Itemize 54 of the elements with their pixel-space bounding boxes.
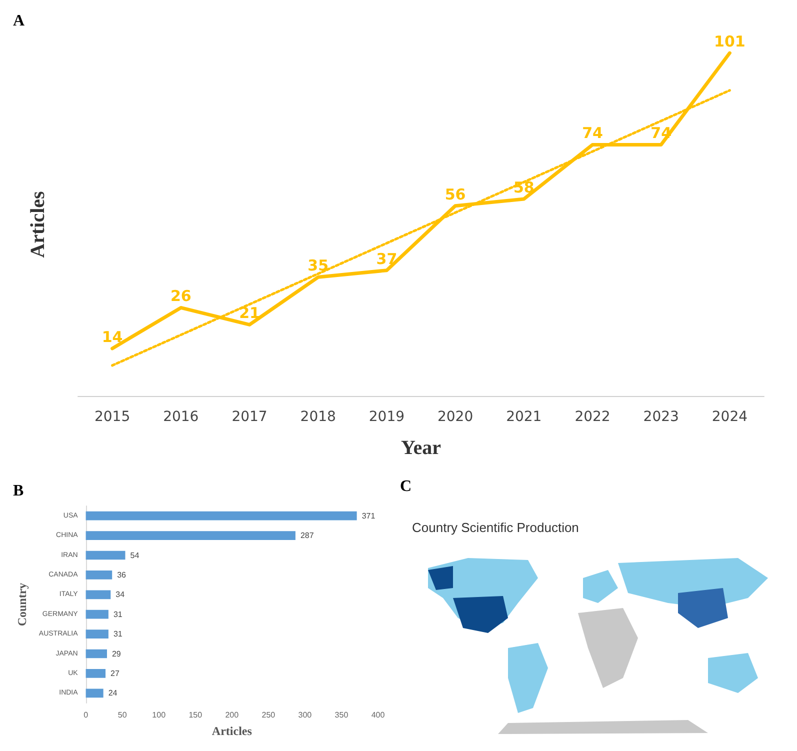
y-axis-title: Country <box>15 582 29 626</box>
bar <box>86 649 107 658</box>
bar <box>86 630 108 638</box>
data-label: 24 <box>108 688 118 698</box>
x-tick-label: 350 <box>334 710 349 720</box>
bar <box>86 511 357 520</box>
chart-title: A <box>13 12 25 30</box>
bar <box>86 550 126 560</box>
y-axis-title: Articles <box>27 190 49 258</box>
x-tick-label: 0 <box>84 710 89 720</box>
x-tick-label: 2024 <box>712 409 748 425</box>
bar <box>86 688 104 698</box>
x-tick-label: 2023 <box>643 409 679 425</box>
x-tick-label: 400 <box>371 710 386 720</box>
data-label: 14 <box>102 328 123 346</box>
chart-title: B <box>13 482 24 500</box>
data-label: 36 <box>117 570 127 580</box>
bar <box>86 570 112 580</box>
data-label: 54 <box>130 550 140 560</box>
bar <box>86 590 111 600</box>
data-label: 56 <box>444 185 466 204</box>
x-tick-label: 250 <box>262 710 276 720</box>
data-label: 31 <box>113 630 123 639</box>
x-axis-title: Year <box>401 437 442 459</box>
x-tick-label: 150 <box>188 710 203 720</box>
x-tick-label: 200 <box>225 710 240 720</box>
x-tick-label: 100 <box>152 710 166 720</box>
x-tick-label: 2019 <box>368 409 405 425</box>
x-tick-label: 2017 <box>232 409 268 425</box>
bar <box>86 669 106 678</box>
x-tick-label: 300 <box>298 710 312 720</box>
data-label: 101 <box>714 32 746 50</box>
x-tick-label: 2022 <box>574 409 610 425</box>
bar <box>86 610 108 619</box>
data-label: 27 <box>110 668 120 678</box>
data-label: 74 <box>582 124 603 142</box>
x-tick-label: 50 <box>118 710 128 720</box>
data-label: 29 <box>112 649 122 658</box>
x-axis-title: Articles <box>212 724 252 738</box>
data-label: 34 <box>116 590 126 600</box>
data-label: 287 <box>300 531 314 540</box>
data-label: 35 <box>308 256 329 275</box>
text: C <box>400 478 412 496</box>
data-label: 371 <box>362 511 376 520</box>
x-tick-label: 2020 <box>437 409 474 425</box>
data-label: 26 <box>170 287 192 306</box>
x-tick-label: 2021 <box>506 409 542 425</box>
data-label: 37 <box>376 250 398 268</box>
x-tick-label: 2015 <box>94 409 130 425</box>
data-label: 31 <box>113 610 123 619</box>
bar <box>86 531 296 540</box>
x-tick-label: 2016 <box>163 409 199 425</box>
text: Country Scientific Production <box>412 520 579 535</box>
x-tick-label: 2018 <box>300 409 336 425</box>
